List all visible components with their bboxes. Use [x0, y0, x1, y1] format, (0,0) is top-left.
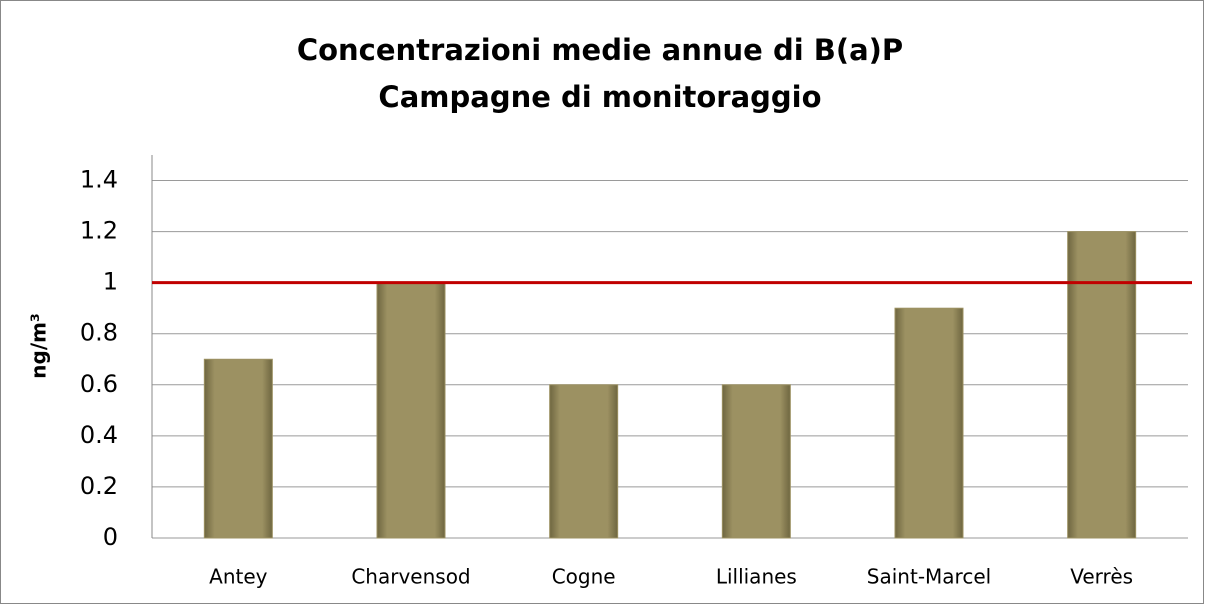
y-axis-label: ng/m³	[27, 313, 51, 378]
x-tick-label: Charvensod	[351, 565, 470, 589]
y-tick-label: 1	[103, 268, 118, 296]
chart-title: Concentrazioni medie annue di B(a)P	[297, 33, 903, 67]
bar	[203, 358, 273, 539]
bar	[721, 384, 791, 539]
x-tick-label: Antey	[209, 565, 268, 589]
y-tick-label: 0.2	[80, 472, 118, 500]
y-tick-label: 0.8	[80, 319, 118, 347]
bar	[549, 384, 619, 539]
x-tick-label: Lillianes	[716, 565, 797, 589]
bar	[1067, 231, 1137, 539]
x-tick-label: Saint-Marcel	[867, 565, 991, 589]
chart-subtitle: Campagne di monitoraggio	[378, 80, 821, 114]
x-tick-label: Verrès	[1070, 565, 1133, 589]
y-tick-label: 0.4	[80, 421, 118, 449]
bar	[894, 307, 964, 539]
y-tick-label: 1.2	[80, 217, 118, 245]
x-tick-label: Cogne	[552, 565, 616, 589]
bar	[376, 282, 446, 539]
y-tick-label: 1.4	[80, 166, 118, 194]
y-tick-label: 0	[103, 523, 118, 551]
y-tick-label: 0.6	[80, 370, 118, 398]
